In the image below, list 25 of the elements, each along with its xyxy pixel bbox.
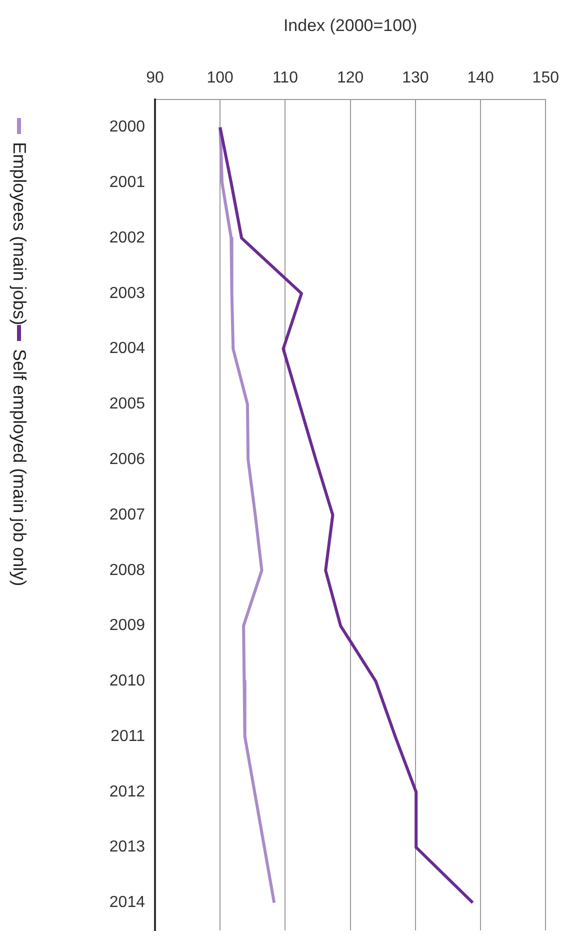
y-tick-label: 2002 <box>109 229 146 246</box>
y-tick-label: 2008 <box>109 562 146 579</box>
x-tick-label: 100 <box>206 69 234 86</box>
y-tick-label: 2001 <box>109 174 146 192</box>
y-tick-label: 2006 <box>109 451 146 468</box>
legend-label: Self employed (main job only) <box>8 349 30 586</box>
x-tick-label: 150 <box>532 69 560 86</box>
y-tick-label: 2013 <box>109 838 146 856</box>
x-tick-label: 140 <box>467 69 494 86</box>
x-tick-label: 110 <box>272 69 298 86</box>
y-tick-label: 2009 <box>109 617 146 634</box>
x-tick-label: 90 <box>146 69 164 86</box>
legend-label: Employees (main jobs) <box>8 142 30 326</box>
y-tick-label: 2011 <box>110 728 146 745</box>
x-tick-label: 120 <box>336 69 364 86</box>
y-tick-label: 2014 <box>109 894 146 912</box>
y-tick-label: 2003 <box>109 284 146 302</box>
y-tick-label: 2012 <box>109 783 146 800</box>
y-tick-label: 2007 <box>109 506 146 524</box>
y-tick-label: 2004 <box>109 340 146 358</box>
x-tick-label: 130 <box>402 69 429 86</box>
y-tick-label: 2005 <box>109 396 146 413</box>
y-tick-label: 2000 <box>109 118 146 136</box>
y-tick-label: 2010 <box>109 672 146 690</box>
x-axis-title: Index (2000=100) <box>283 16 418 35</box>
